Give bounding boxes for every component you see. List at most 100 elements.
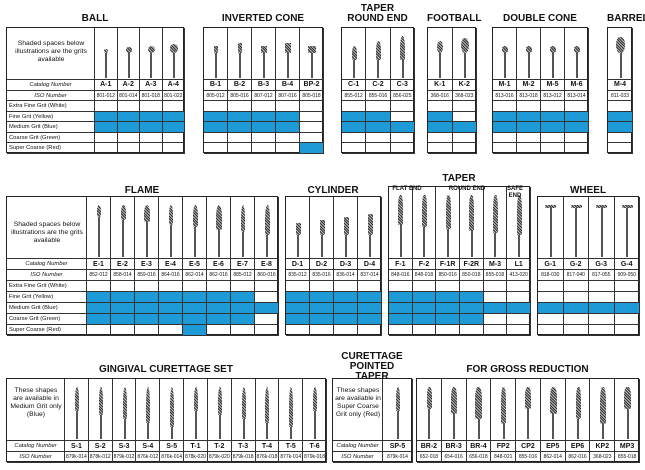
grit-available-cell — [589, 303, 615, 314]
grit-empty-cell — [95, 132, 118, 143]
grit-available-cell — [111, 292, 135, 303]
iso-number: 862-014 — [183, 270, 207, 281]
bur-icon — [165, 201, 177, 257]
row-label-grit: Coarse Grit (Green) — [7, 132, 95, 143]
grit-empty-cell — [252, 132, 276, 143]
bur-head-icon — [400, 35, 406, 60]
bur-shank-icon — [453, 414, 456, 439]
illustration-cell — [390, 28, 415, 80]
bur-shank-icon — [239, 52, 241, 78]
bur-shank-icon — [242, 419, 245, 439]
illustration-cell — [538, 197, 564, 259]
grit-table-gingival: These shapes are available in Medium Gri… — [6, 378, 327, 463]
bur-icon — [261, 201, 273, 257]
iso-number: 879k-018 — [303, 452, 327, 463]
grit-table-double_cone: M-1 813-016 M-2 813-018 M-5 813-012 M-6 813-014 — [492, 27, 589, 154]
bur-head-icon — [469, 195, 475, 231]
bur-icon — [292, 201, 304, 257]
grit-available-cell — [541, 111, 565, 122]
catalog-number: BR-4 — [466, 441, 492, 452]
illustration-cell — [614, 197, 640, 259]
bur-icon — [498, 383, 510, 439]
grit-available-cell — [538, 303, 564, 314]
bur-shank-icon — [311, 52, 313, 78]
iso-number: 862-014 — [540, 452, 566, 463]
grit-empty-cell — [389, 281, 413, 292]
bur-head-icon — [570, 205, 582, 208]
grit-available-cell — [358, 292, 382, 303]
bur-head-icon — [289, 387, 294, 427]
iso-number: 836-014 — [334, 270, 358, 281]
grit-available-cell — [460, 303, 484, 314]
group-title-double_cone: DOUBLE CONE — [503, 13, 577, 24]
grit-empty-cell — [428, 132, 453, 143]
bur-head-icon — [169, 44, 178, 53]
catalog-number: F-2 — [412, 259, 437, 270]
iso-number: 855-018 — [615, 452, 640, 463]
grit-available-cell — [286, 303, 310, 314]
grit-available-cell — [483, 303, 508, 314]
bur-shank-icon — [600, 208, 603, 257]
bur-icon — [442, 191, 454, 257]
bur-icon — [434, 32, 446, 78]
bur-head-icon — [526, 45, 532, 53]
iso-number: 855-012 — [342, 90, 367, 101]
iso-number: 813-016 — [493, 90, 517, 101]
grit-available-cell — [436, 314, 460, 325]
bur-shank-icon — [290, 427, 293, 439]
grit-available-cell — [117, 111, 140, 122]
grit-table-cylinder: D-1 835-012 D-2 835-016 D-3 836-014 D-4 837-014 — [285, 196, 382, 336]
iso-number: 817-055 — [589, 270, 615, 281]
bur-head-icon — [516, 195, 522, 235]
iso-number: 879k-014 — [65, 452, 89, 463]
illustration-cell — [117, 28, 140, 80]
note-text: Shaded spaces below illustrations are th… — [11, 221, 83, 244]
grit-empty-cell — [159, 325, 183, 336]
grit-available-cell — [228, 111, 252, 122]
bur-shank-icon — [345, 234, 347, 257]
grit-available-cell — [183, 303, 207, 314]
bur-icon — [306, 32, 318, 78]
bur-shank-icon — [552, 52, 554, 78]
grit-available-cell — [334, 303, 358, 314]
grit-empty-cell — [541, 101, 565, 112]
bur-icon — [93, 201, 105, 257]
bur-icon — [213, 201, 225, 257]
iso-number: 801-022 — [162, 90, 185, 101]
grit-empty-cell — [300, 111, 324, 122]
grit-empty-cell — [204, 132, 228, 143]
grit-empty-cell — [207, 325, 231, 336]
bur-icon — [145, 32, 157, 78]
group-title-ball: BALL — [81, 13, 109, 24]
grit-empty-cell — [204, 143, 228, 154]
bur-shank-icon — [147, 423, 150, 439]
catalog-number: EP5 — [540, 441, 566, 452]
bur-icon — [364, 201, 376, 257]
illustration-cell — [466, 379, 492, 441]
catalog-number: A-4 — [162, 80, 185, 91]
grit-empty-cell — [95, 101, 118, 112]
bur-icon — [392, 383, 404, 439]
iso-number: 850-016 — [436, 270, 460, 281]
grit-empty-cell — [390, 132, 415, 143]
iso-number: 811-033 — [608, 90, 633, 101]
bur-shank-icon — [577, 419, 580, 439]
catalog-number: E-8 — [255, 259, 279, 270]
catalog-number: K-2 — [452, 80, 477, 91]
bur-head-icon — [451, 387, 458, 414]
bur-shank-icon — [576, 52, 578, 78]
row-label-iso: ISO Number — [7, 90, 95, 101]
catalog-number: C-1 — [342, 80, 367, 91]
grit-available-cell — [117, 122, 140, 133]
grit-empty-cell — [565, 132, 589, 143]
grit-available-cell — [493, 122, 517, 133]
illustration-cell — [159, 197, 183, 259]
bur-head-icon — [319, 219, 325, 235]
grit-empty-cell — [507, 292, 531, 303]
catalog-number: M-5 — [541, 80, 565, 91]
grit-table-wheel: G-1 818-030 G-2 817-040 G-3 817-055 G-4 909-050 — [537, 196, 640, 336]
iso-number: 909-050 — [614, 270, 640, 281]
iso-number: 807-012 — [252, 90, 276, 101]
catalog-number: G-2 — [563, 259, 589, 270]
grit-empty-cell — [255, 281, 279, 292]
